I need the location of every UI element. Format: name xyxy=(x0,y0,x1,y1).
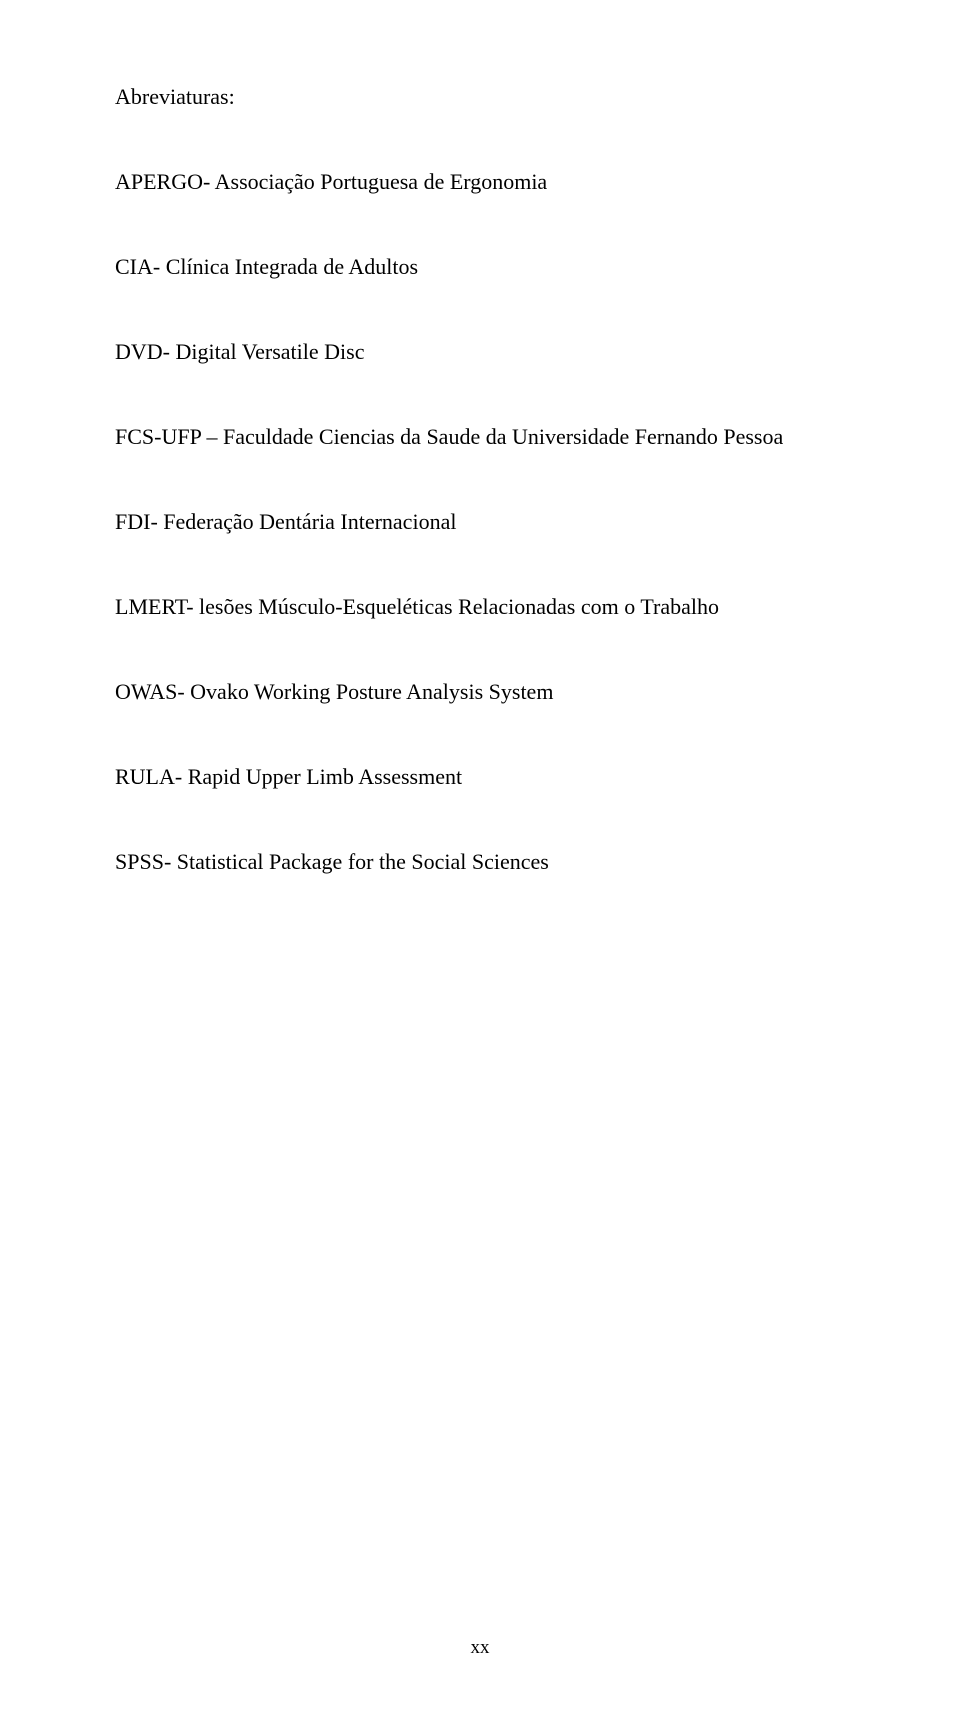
abbreviation-entry: DVD- Digital Versatile Disc xyxy=(115,335,845,368)
abbreviation-entry: CIA- Clínica Integrada de Adultos xyxy=(115,250,845,283)
abbreviation-entry: LMERT- lesões Músculo-Esqueléticas Relac… xyxy=(115,590,845,623)
abbreviation-entry: SPSS- Statistical Package for the Social… xyxy=(115,845,845,878)
abbreviation-entry: FDI- Federação Dentária Internacional xyxy=(115,505,845,538)
document-page: Abreviaturas: APERGO- Associação Portugu… xyxy=(0,0,960,1719)
abbreviations-heading: Abreviaturas: xyxy=(115,80,845,113)
abbreviation-entry: OWAS- Ovako Working Posture Analysis Sys… xyxy=(115,675,845,708)
page-number: xx xyxy=(0,1637,960,1659)
abbreviation-entry: FCS-UFP – Faculdade Ciencias da Saude da… xyxy=(115,420,845,453)
abbreviation-entry: RULA- Rapid Upper Limb Assessment xyxy=(115,760,845,793)
abbreviation-entry: APERGO- Associação Portuguesa de Ergonom… xyxy=(115,165,845,198)
